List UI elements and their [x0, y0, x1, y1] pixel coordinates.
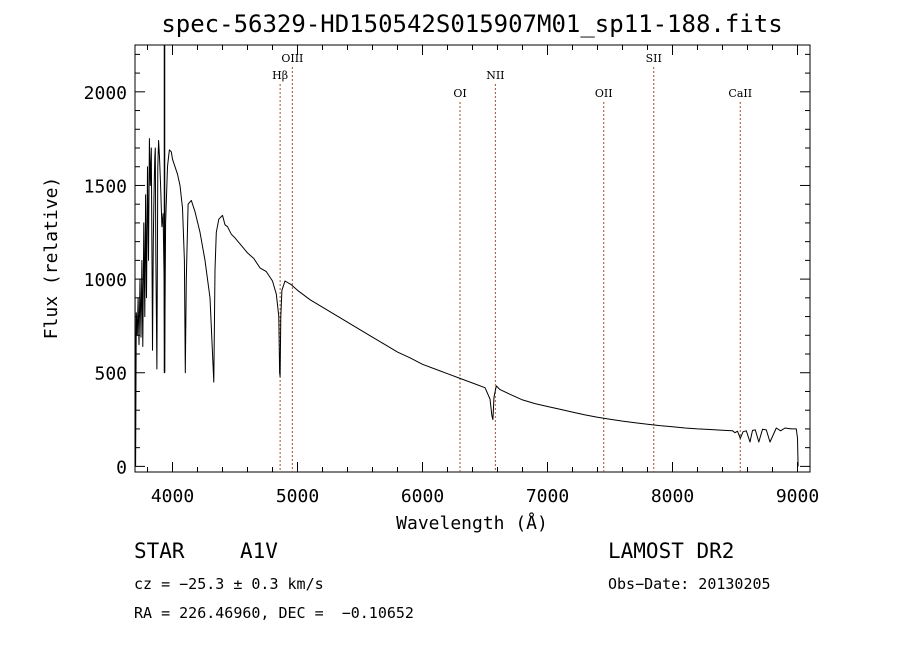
line-label-6: CaII — [728, 87, 752, 100]
observation-date: Obs−Date: 20130205 — [608, 575, 771, 593]
x-tick-label-0: 4000 — [151, 486, 194, 507]
plot-border — [134, 44, 811, 473]
spectrum-line-0 — [134, 138, 799, 467]
x-axis-label: Wavelength (Å) — [396, 512, 548, 534]
emission-line-markers: Hβ OIII OI NII OII SII CaII — [272, 52, 752, 472]
y-tick-label-2: 1000 — [84, 270, 127, 291]
redshift-cz: cz = −25.3 ± 0.3 km/s — [134, 575, 324, 593]
y-tick-label-1: 500 — [94, 364, 127, 385]
chart-title: spec-56329-HD150542S015907M01_sp11-188.f… — [161, 10, 782, 38]
spectral-subclass: A1V — [240, 539, 278, 563]
line-label-1: OIII — [281, 52, 303, 65]
x-tick-label-4: 8000 — [651, 486, 694, 507]
y-tick-label-4: 2000 — [84, 83, 127, 104]
y-axis-ticks: 0 500 1000 1500 2000 — [84, 53, 810, 478]
y-axis-label: Flux (relative) — [41, 177, 62, 340]
y-tick-label-0: 0 — [116, 457, 127, 478]
x-tick-label-5: 9000 — [776, 486, 819, 507]
object-type: STAR — [134, 539, 185, 563]
line-label-5: SII — [646, 52, 662, 65]
line-label-2: OI — [453, 87, 466, 100]
x-axis-ticks: 4000 5000 6000 7000 8000 9000 — [147, 45, 819, 507]
y-tick-label-3: 1500 — [84, 176, 127, 197]
line-label-3: NII — [486, 69, 504, 82]
plot-frame — [134, 44, 811, 473]
spectrum-series — [134, 45, 799, 467]
x-tick-label-3: 7000 — [526, 486, 569, 507]
line-label-0: Hβ — [272, 69, 288, 82]
x-tick-label-1: 5000 — [276, 486, 319, 507]
ra-dec-coordinates: RA = 226.46960, DEC = −0.10652 — [134, 604, 414, 622]
x-tick-label-2: 6000 — [401, 486, 444, 507]
survey-name: LAMOST DR2 — [608, 539, 735, 563]
line-label-4: OII — [595, 87, 613, 100]
